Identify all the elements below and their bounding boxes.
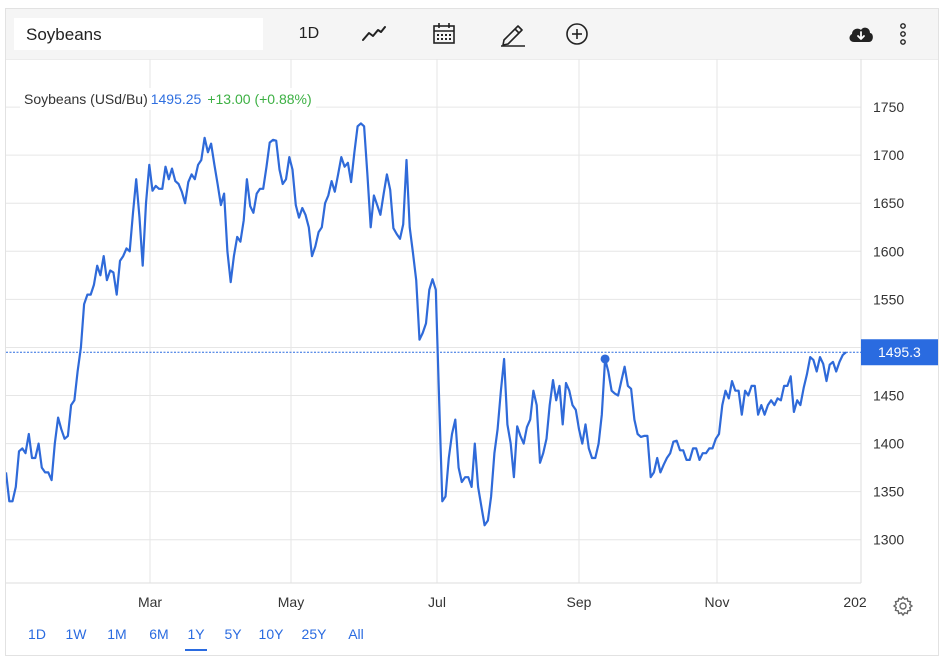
symbol-search-input[interactable]: Soybeans bbox=[14, 18, 263, 50]
last-price-badge-bg bbox=[861, 339, 938, 366]
legend-change: +13.00 (+0.88%) bbox=[207, 91, 312, 107]
range-button-1y[interactable]: 1Y bbox=[185, 623, 207, 651]
more-vertical-icon[interactable] bbox=[892, 19, 914, 49]
range-button-10y[interactable]: 10Y bbox=[258, 626, 284, 642]
range-button-1d[interactable]: 1D bbox=[28, 626, 46, 642]
range-button-25y[interactable]: 25Y bbox=[301, 626, 327, 642]
calendar-icon[interactable] bbox=[427, 19, 461, 49]
range-button-1m[interactable]: 1M bbox=[107, 626, 127, 642]
x-tick-label: Mar bbox=[138, 594, 162, 610]
last-price-label: 1495.3 bbox=[878, 344, 921, 360]
y-tick-label: 1350 bbox=[873, 484, 904, 500]
y-tick-label: 1700 bbox=[873, 147, 904, 163]
x-tick-label: May bbox=[278, 594, 304, 610]
series-line bbox=[6, 122, 847, 527]
y-tick-label: 1400 bbox=[873, 436, 904, 452]
legend-price: 1495.25 bbox=[150, 91, 202, 107]
range-button-all[interactable]: All bbox=[348, 626, 364, 642]
chart-widget: Soybeans 1D bbox=[5, 8, 939, 656]
y-tick-label: 1550 bbox=[873, 291, 904, 307]
hover-point[interactable] bbox=[600, 354, 610, 364]
legend-name: Soybeans (USd/Bu) bbox=[24, 91, 148, 107]
x-tick-label: Nov bbox=[705, 594, 730, 610]
range-button-5y[interactable]: 5Y bbox=[224, 626, 242, 642]
y-tick-label: 1300 bbox=[873, 532, 904, 548]
chart-legend: Soybeans (USd/Bu) 1495.25 +13.00 (+0.88%) bbox=[20, 88, 316, 110]
x-tick-label: Sep bbox=[567, 594, 592, 610]
line-chart-icon[interactable] bbox=[357, 19, 391, 49]
x-axis-ticks: Mar May Jul Sep Nov 202 bbox=[138, 594, 867, 610]
x-tick-label: Jul bbox=[428, 594, 446, 610]
x-tick-label: 202 bbox=[843, 594, 867, 610]
y-axis-ticks: 1300135014001450150015501600165017001750 bbox=[873, 99, 904, 548]
interval-button[interactable]: 1D bbox=[298, 25, 320, 42]
pencil-icon[interactable] bbox=[496, 19, 530, 49]
y-tick-label: 1450 bbox=[873, 388, 904, 404]
y-tick-label: 1650 bbox=[873, 195, 904, 211]
y-tick-label: 1600 bbox=[873, 243, 904, 259]
range-button-1w[interactable]: 1W bbox=[65, 626, 87, 642]
last-price-badge: 1495.3 bbox=[861, 339, 938, 366]
toolbar: Soybeans 1D bbox=[6, 9, 938, 60]
y-tick-label: 1750 bbox=[873, 99, 904, 115]
settings-gear-icon[interactable] bbox=[892, 595, 914, 617]
cloud-download-icon[interactable] bbox=[844, 19, 878, 49]
grid-lines bbox=[6, 59, 861, 583]
add-circle-icon[interactable] bbox=[560, 19, 594, 49]
range-button-6m[interactable]: 6M bbox=[149, 626, 169, 642]
